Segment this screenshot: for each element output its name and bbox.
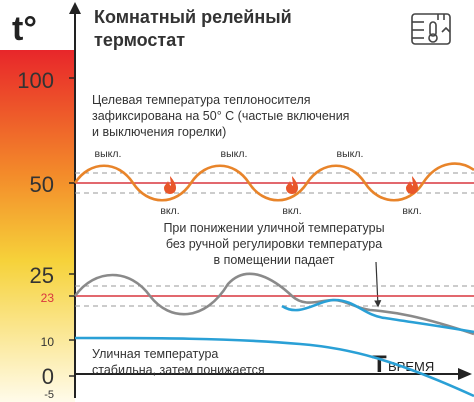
target-annotation-line1: Целевая температура теплоносителя [92,93,311,107]
burner-off-label-3: выкл. [337,148,364,160]
flame-icon [164,176,176,194]
time-axis-arrow-icon [458,368,472,380]
flame-icon [406,176,418,194]
axis-ticks [69,77,75,377]
title-line2: термостат [94,30,185,50]
burner-off-label-2: выкл. [221,148,248,160]
axis-unit-label: t° [12,10,37,48]
drop-annotation-line3: в помещении падает [213,253,334,267]
tick-0: 0 [42,364,54,389]
drop-annotation-line1: При понижении уличной температуры [163,221,384,235]
axis-arrow-icon [69,2,81,14]
drop-arrow [374,261,382,308]
room-temperature-curve-drop [281,298,474,334]
drop-annotation-line2: без ручной регулировки температура [166,237,382,251]
target-annotation-line3: и выключения горелки) [92,125,226,139]
street-annotation-line2: стабильна, затем понижается [92,363,265,377]
street-temperature-curve [74,336,474,398]
thermostat-icon [411,13,451,45]
flame-icon [286,176,298,194]
target-annotation-line2: зафиксирована на 50° С (частые включения [92,109,349,123]
room-temperature-curve-stable [73,272,293,316]
burner-on-label-2: вкл. [282,205,301,217]
burner-off-label-1: выкл. [95,148,122,160]
time-axis-label: ВРЕМЯ [388,359,434,374]
temperature-gradient-bar [0,50,75,402]
title-line1: Комнатный релейный [94,7,292,27]
tick-100: 100 [17,68,54,93]
street-annotation-line1: Уличная температура [92,347,218,361]
tick-25: 25 [30,263,54,288]
tick-23: 23 [41,291,55,305]
tick-minus5: -5 [44,389,54,401]
tick-50: 50 [30,172,54,197]
burner-on-label-3: вкл. [402,205,421,217]
burner-on-label-1: вкл. [160,205,179,217]
time-axis-letter: T [372,351,387,378]
tick-10: 10 [41,335,55,349]
